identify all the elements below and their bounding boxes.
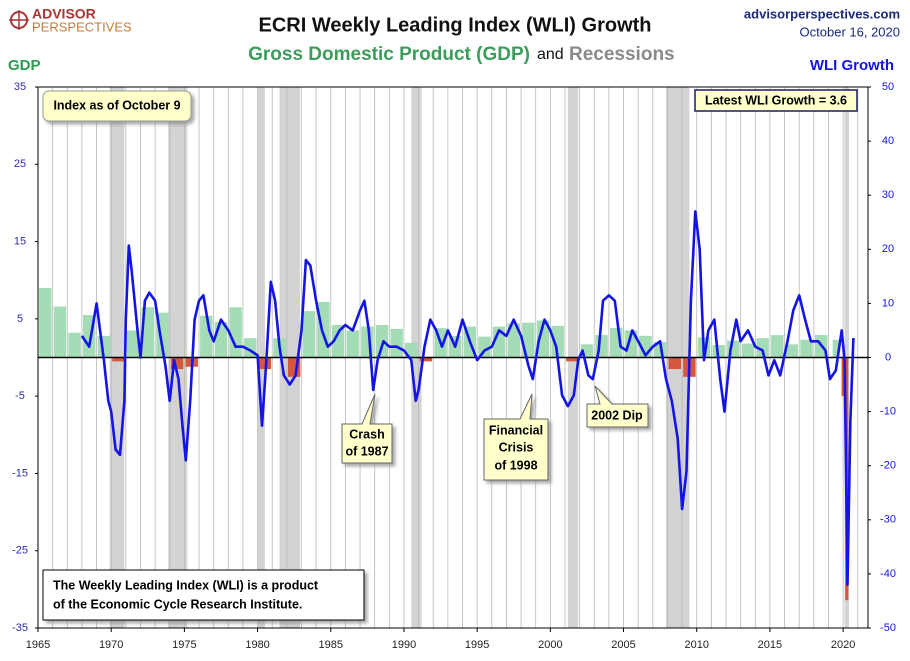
y2-tick-label: -20 — [880, 460, 896, 472]
subtitle-recessions: Recessions — [569, 44, 675, 65]
gdp-bar — [756, 338, 769, 358]
y2-axis-label: WLI Growth — [810, 57, 894, 74]
x-tick-label: 1975 — [172, 639, 196, 651]
x-tick-label: 1970 — [99, 639, 123, 651]
y2-tick-label: 0 — [885, 351, 891, 363]
gdp-bar — [39, 287, 52, 358]
y-tick-label: 35 — [14, 81, 26, 93]
source-text: The Weekly Leading Index (WLI) is a prod… — [53, 578, 319, 592]
brand-line2: PERSPECTIVES — [32, 19, 132, 34]
gdp-bar — [507, 323, 520, 358]
subtitle-and: and — [537, 46, 564, 63]
plot-frame — [37, 86, 869, 629]
y2-tick-label: -50 — [880, 622, 896, 634]
y-tick-label: -25 — [12, 545, 28, 557]
crisis-callout — [483, 393, 549, 481]
latest-text: Latest WLI Growth = 3.6 — [705, 93, 847, 107]
y2-tick-label: -10 — [880, 406, 896, 418]
y2-tick-label: 50 — [882, 81, 894, 93]
gdp-bar — [68, 332, 81, 358]
y-tick-label: 25 — [14, 158, 26, 170]
x-tick-label: 2020 — [831, 639, 855, 651]
x-tick-label: 1980 — [245, 639, 269, 651]
crisis-text: Crisis — [499, 440, 534, 454]
brand-line1: ADVISOR — [32, 6, 96, 22]
x-tick-label: 1985 — [319, 639, 343, 651]
gdp-bar — [302, 311, 316, 358]
latest-box — [694, 89, 858, 112]
gdp-bar — [668, 357, 681, 370]
plot-area: 1965 1970 1975 1980 1985 1990 1995 2000 2005 2010… — [12, 81, 896, 651]
index-date-box — [42, 90, 192, 122]
y2-tick-label: 30 — [882, 189, 894, 201]
y2-tick-label: 40 — [882, 135, 894, 147]
gdp-bar — [536, 320, 550, 358]
y-tick-label: 5 — [17, 313, 23, 325]
gdp-bar — [771, 335, 784, 358]
gdp-bar — [478, 336, 491, 358]
y-axis-label: GDP — [8, 57, 41, 74]
gdp-bar — [832, 339, 839, 358]
gdp-bar — [405, 342, 418, 358]
logo-cross — [9, 10, 29, 30]
dip-callout — [586, 385, 649, 428]
chart-title: ECRI Weekly Leading Index (WLI) Growth — [259, 14, 652, 36]
crash-text: of 1987 — [345, 444, 388, 458]
x-tick-label: 1990 — [392, 639, 416, 651]
source-box — [42, 569, 365, 621]
gdp-bar — [390, 328, 403, 358]
gdp-bar — [229, 307, 242, 358]
date: October 16, 2020 — [800, 24, 900, 39]
gdp-bar — [800, 339, 813, 358]
crisis-text: of 1998 — [494, 458, 537, 472]
x-tick-label: 2005 — [611, 639, 635, 651]
gdp-bar — [785, 344, 799, 358]
y2-tick-label: 10 — [882, 297, 894, 309]
x-tick-label: 2015 — [758, 639, 782, 651]
y-tick-label: -35 — [12, 622, 28, 634]
gdp-bar — [331, 325, 345, 358]
y-tick-label: -5 — [15, 390, 25, 402]
x-tick-label: 1965 — [26, 639, 50, 651]
y2-tick-label: -30 — [880, 514, 896, 526]
y-tick-label: 15 — [14, 235, 26, 247]
gdp-bar — [375, 325, 389, 358]
gdp-bar — [841, 357, 845, 397]
gdp-bar — [551, 325, 564, 358]
gdp-bar — [53, 306, 67, 358]
subtitle-gdp: Gross Domestic Product (GDP) — [248, 44, 530, 65]
annotations: Index as of October 9 Latest WLI Growth … — [42, 89, 858, 621]
gdp-bar — [346, 330, 359, 358]
gdp-bar — [126, 330, 140, 358]
x-tick-label: 1995 — [465, 639, 489, 651]
wli-line — [80, 210, 855, 586]
gdp-bar — [741, 343, 755, 358]
crisis-text: Financial — [489, 423, 543, 437]
index-date-text: Index as of October 9 — [53, 98, 180, 112]
gdp-bar — [566, 357, 579, 362]
y2-tick-label: -40 — [880, 568, 896, 580]
y-tick-label: -15 — [12, 467, 28, 479]
x-tick-label: 2010 — [684, 639, 708, 651]
crash-text: Crash — [349, 427, 384, 441]
y2-tick-label: 20 — [882, 243, 894, 255]
crash-callout — [341, 393, 393, 464]
gdp-bar — [419, 357, 433, 362]
source-text: of the Economic Cycle Research Institute… — [53, 597, 302, 611]
gdp-bar — [170, 357, 184, 370]
gdp-bar — [112, 357, 125, 362]
x-tick-label: 2000 — [538, 639, 562, 651]
site: advisorperspectives.com — [744, 6, 900, 21]
dip-text: 2002 Dip — [591, 408, 643, 422]
